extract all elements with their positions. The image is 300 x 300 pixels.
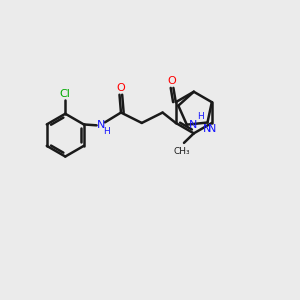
- Text: N: N: [189, 120, 197, 130]
- Text: N: N: [208, 124, 216, 134]
- Text: H: H: [197, 112, 203, 121]
- Text: Cl: Cl: [60, 89, 71, 99]
- Text: O: O: [167, 76, 176, 86]
- Text: N: N: [97, 120, 105, 130]
- Text: O: O: [116, 83, 125, 94]
- Text: CH₃: CH₃: [174, 147, 190, 156]
- Text: N: N: [203, 124, 212, 134]
- Text: H: H: [103, 127, 110, 136]
